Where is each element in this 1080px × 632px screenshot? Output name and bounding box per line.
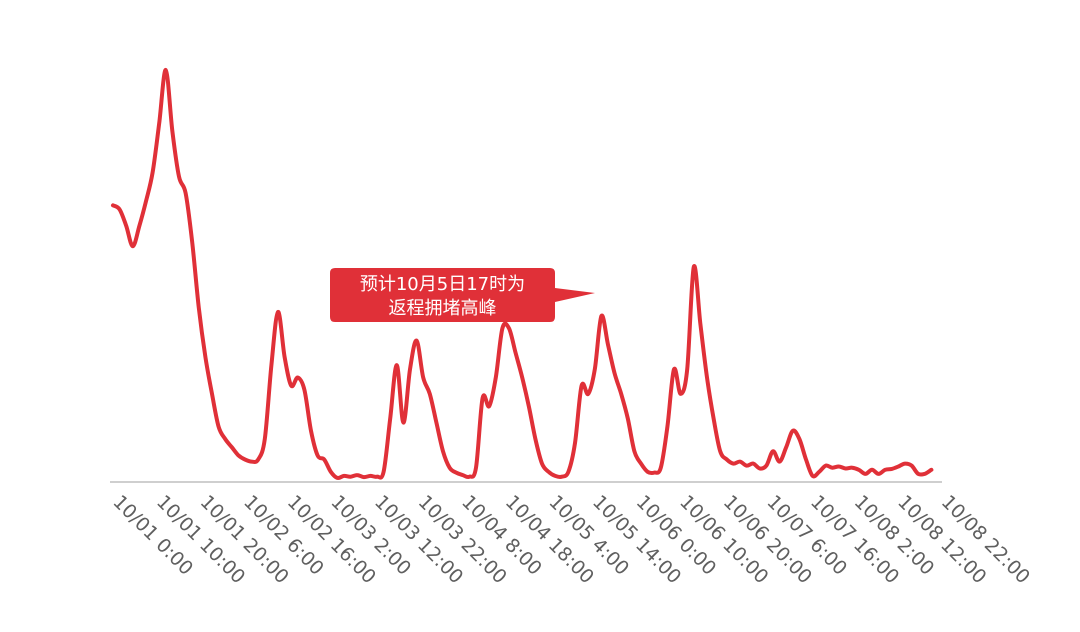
series-line: [111, 67, 934, 481]
annotation-callout: 预计10月5日17时为 返程拥堵高峰: [330, 268, 595, 322]
callout-text-line2: 返程拥堵高峰: [389, 298, 497, 319]
callout-bubble: [330, 268, 595, 322]
callout-text-line1: 预计10月5日17时为: [360, 274, 525, 295]
